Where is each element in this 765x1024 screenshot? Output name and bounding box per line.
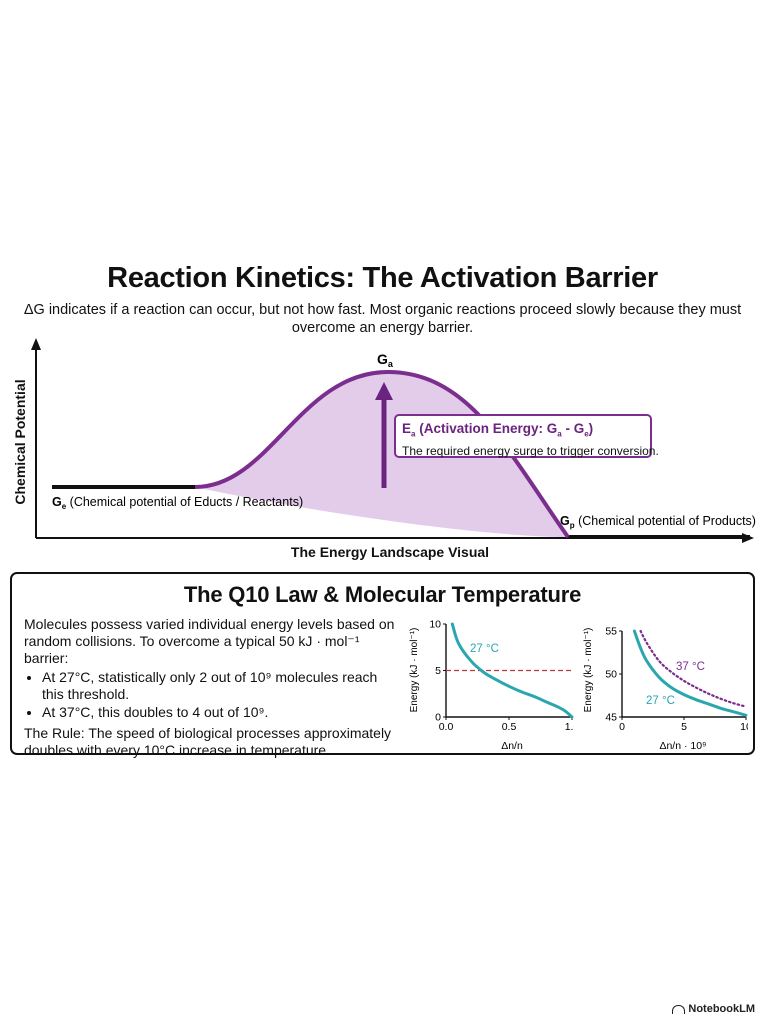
activation-energy-desc: The required energy surge to trigger con… [402, 443, 659, 458]
products-label: Gp (Chemical potential of Products) [560, 514, 756, 530]
chart1-y-label: Energy (kJ · mol⁻¹) [409, 628, 420, 713]
q10-intro: Molecules possess varied individual ener… [24, 616, 395, 666]
q10-bullet: At 37°C, this doubles to 4 out of 10⁹. [42, 704, 399, 721]
chart1-y-tick-label: 10 [429, 619, 441, 631]
chart1-x-label: Δn/n [501, 740, 523, 752]
chart1-x-tick-label: 0.0 [439, 721, 454, 733]
landscape-caption: The Energy Landscape Visual [290, 544, 490, 560]
activation-arrow-head [375, 382, 393, 400]
chart1-series-line-0 [450, 622, 574, 719]
products-label-text: (Chemical potential of Products) [575, 514, 756, 528]
educts-label: Ge (Chemical potential of Educts / React… [52, 495, 303, 511]
educts-label-text: (Chemical potential of Educts / Reactant… [66, 495, 303, 509]
chart2-series-label-37: 37 °C [676, 661, 705, 673]
chart2-series-label-27: 27 °C [646, 695, 675, 707]
chart2-x-tick-label: 5 [681, 721, 687, 733]
q10-bullets: At 27°C, statistically only 2 out of 10⁹… [24, 669, 399, 721]
energy-tail-comparison-chart: Energy (kJ · mol⁻¹) 45 50 55 0 5 10 Δn/n · 10… [583, 626, 748, 753]
brand-footer: NotebookLM [672, 1003, 755, 1015]
chart2-series-line-1 [632, 629, 748, 717]
chart2-y-label: Energy (kJ · mol⁻¹) [583, 628, 594, 713]
q10-panel: The Q10 Law & Molecular Temperature Mole… [10, 572, 755, 758]
chart2-series-line-0 [639, 629, 748, 708]
intro-text: ΔG indicates if a reaction can occur, bu… [23, 302, 742, 336]
chart2-y-tick-label: 55 [605, 626, 617, 638]
notebooklm-logo-icon [672, 1004, 686, 1014]
chart1-y-tick-label: 5 [435, 665, 441, 677]
page-title: Reaction Kinetics: The Activation Barrie… [107, 262, 658, 294]
energy-curve [194, 369, 570, 539]
chart2-y-tick-label: 45 [605, 712, 617, 724]
chart1-y-tick-label: 0 [435, 712, 441, 724]
chart2-y-tick-label: 50 [605, 669, 617, 681]
y-axis-arrow [31, 338, 41, 350]
y-axis-label: Chemical Potential [12, 379, 28, 505]
q10-text: Molecules possess varied individual ener… [24, 616, 399, 759]
peak-label: Ga [377, 351, 394, 369]
brand-name: NotebookLM [688, 1003, 755, 1015]
chart1-x-tick-label: 0.5 [502, 721, 517, 733]
chart2-x-label: Δn/n · 10⁹ [659, 740, 706, 752]
q10-title: The Q10 Law & Molecular Temperature [183, 582, 582, 607]
chart1-series-label: 27 °C [470, 643, 499, 655]
energy-landscape-diagram: Ga Ge (Chemical potential of Educts / Re… [31, 338, 756, 543]
chart1-x-tick-label: 1.0 [565, 721, 574, 733]
energy-distribution-chart: Energy (kJ · mol⁻¹) 0 5 10 0.0 0.5 1.0 Δn/n 2… [409, 619, 574, 753]
activation-energy-title: Ea (Activation Energy: Ga - Ge) [402, 421, 594, 439]
q10-rule: The Rule: The speed of biological proces… [24, 725, 392, 758]
chart2-x-tick-label: 10 [740, 721, 748, 733]
chart2-axes [621, 631, 746, 718]
chart2-x-tick-label: 0 [619, 721, 625, 733]
q10-bullet: At 27°C, statistically only 2 out of 10⁹… [42, 669, 399, 703]
activation-energy-box: Ea (Activation Energy: Ga - Ge) The requ… [394, 414, 659, 458]
